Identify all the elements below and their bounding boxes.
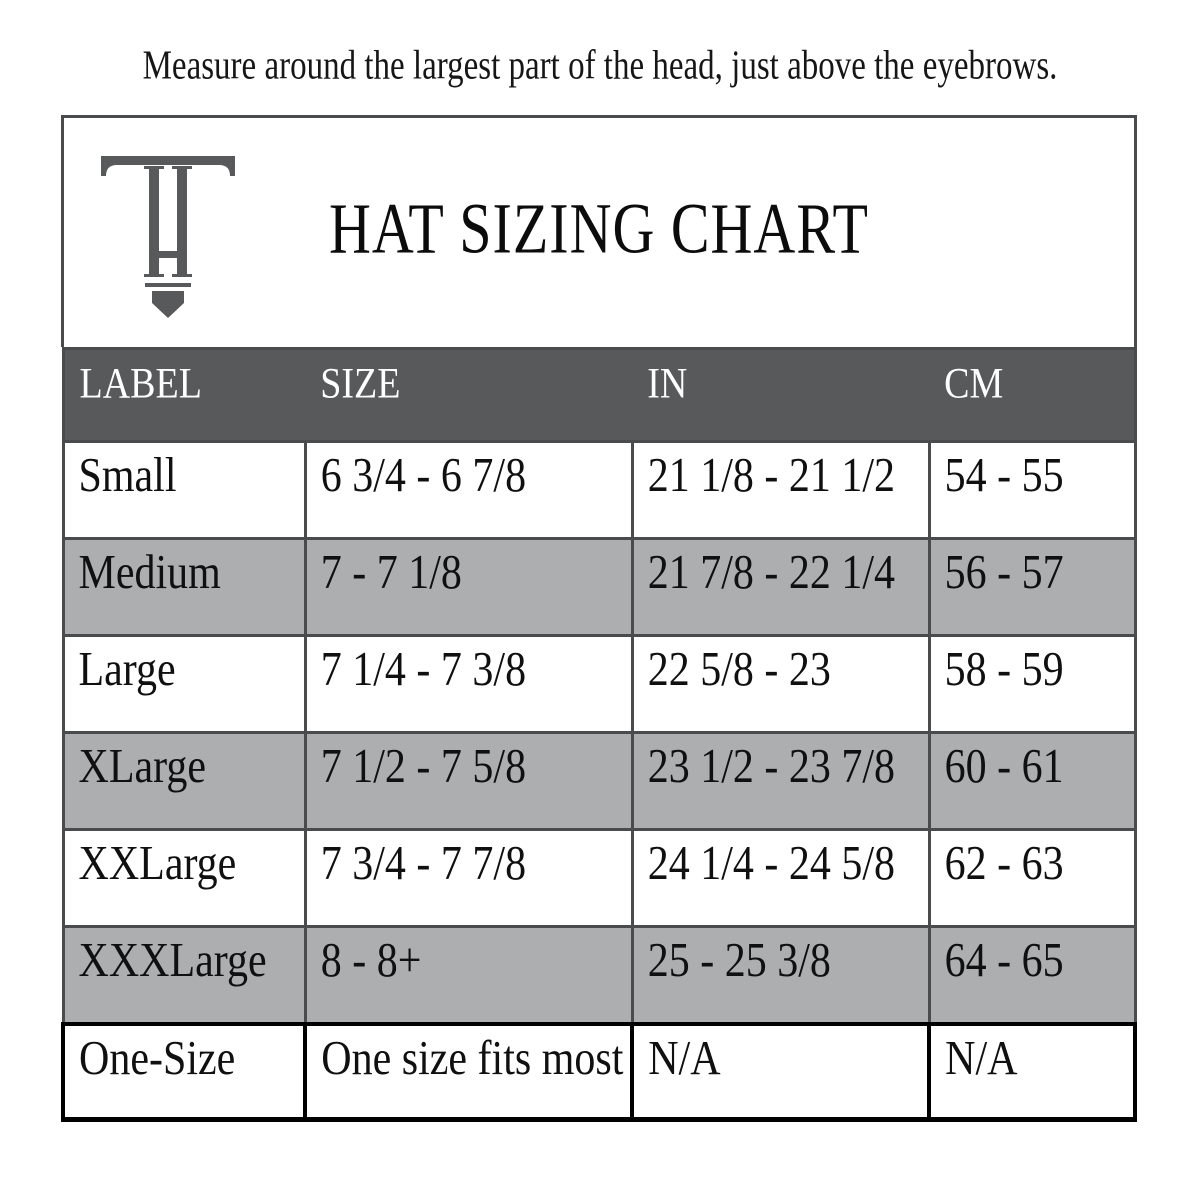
chart-header-section: HAT SIZING CHART [61,115,1137,347]
column-header-cm: CM [929,348,1135,442]
cell-label: XXLarge [61,828,307,928]
cell-size: 7 - 7 1/8 [303,537,634,637]
table-header-row: LABEL SIZE IN CM [63,348,1135,442]
th-monogram-arrow-icon [101,156,235,318]
table-row-medium: Medium 7 - 7 1/8 21 7/8 - 22 1/4 56 - 57 [61,537,1137,637]
hat-size-table: LABEL SIZE IN CM Small 6 3/4 - 6 7/8 21 … [60,347,1137,1122]
cell-cm: 60 - 61 [927,731,1137,831]
table-row-one-size: One-Size One size fits most N/A N/A [60,1021,1137,1122]
sizing-chart-box: HAT SIZING CHART LABEL SIZE IN CM Small … [60,115,1137,1122]
cell-in: 21 7/8 - 22 1/4 [630,537,931,637]
column-header-label: LABEL [63,348,306,442]
table-row-xxxlarge: XXXLarge 8 - 8+ 25 - 25 3/8 64 - 65 [61,925,1137,1025]
column-header-size: SIZE [305,348,633,442]
measure-instruction: Measure around the largest part of the h… [0,44,1200,89]
cell-in: 23 1/2 - 23 7/8 [630,731,931,831]
table-row-large: Large 7 1/4 - 7 3/8 22 5/8 - 23 58 - 59 [61,634,1137,734]
chart-title: HAT SIZING CHART [64,186,1134,268]
cell-cm: 62 - 63 [927,828,1137,928]
cell-size: One size fits most [303,1021,635,1122]
cell-size: 7 3/4 - 7 7/8 [303,828,634,928]
cell-in: 21 1/8 - 21 1/2 [630,440,931,540]
cell-in: 25 - 25 3/8 [630,925,931,1025]
cell-size: 6 3/4 - 6 7/8 [303,440,634,540]
column-header-in: IN [632,348,930,442]
cell-label: XLarge [61,731,307,831]
cell-cm: 54 - 55 [927,440,1137,540]
cell-size: 7 1/4 - 7 3/8 [303,634,634,734]
cell-label: Large [61,634,307,734]
table-body: Small 6 3/4 - 6 7/8 21 1/8 - 21 1/2 54 -… [60,440,1137,1122]
cell-size: 7 1/2 - 7 5/8 [303,731,634,831]
cell-cm: 56 - 57 [927,537,1137,637]
table-row-xxlarge: XXLarge 7 3/4 - 7 7/8 24 1/4 - 24 5/8 62… [61,828,1137,928]
cell-in: 24 1/4 - 24 5/8 [630,828,931,928]
measure-instruction-text: Measure around the largest part of the h… [142,44,1058,89]
cell-cm: 58 - 59 [927,634,1137,734]
cell-cm: N/A [927,1021,1137,1122]
cell-cm: 64 - 65 [927,925,1137,1025]
cell-label: One-Size [60,1021,308,1122]
cell-label: Small [61,440,307,540]
cell-size: 8 - 8+ [303,925,634,1025]
cell-label: Medium [61,537,307,637]
cell-label: XXXLarge [61,925,307,1025]
cell-in: 22 5/8 - 23 [630,634,931,734]
table-row-xlarge: XLarge 7 1/2 - 7 5/8 23 1/2 - 23 7/8 60 … [61,731,1137,831]
chart-title-text: HAT SIZING CHART [329,187,869,269]
cell-in: N/A [630,1021,932,1122]
table-row-small: Small 6 3/4 - 6 7/8 21 1/8 - 21 1/2 54 -… [61,440,1137,540]
